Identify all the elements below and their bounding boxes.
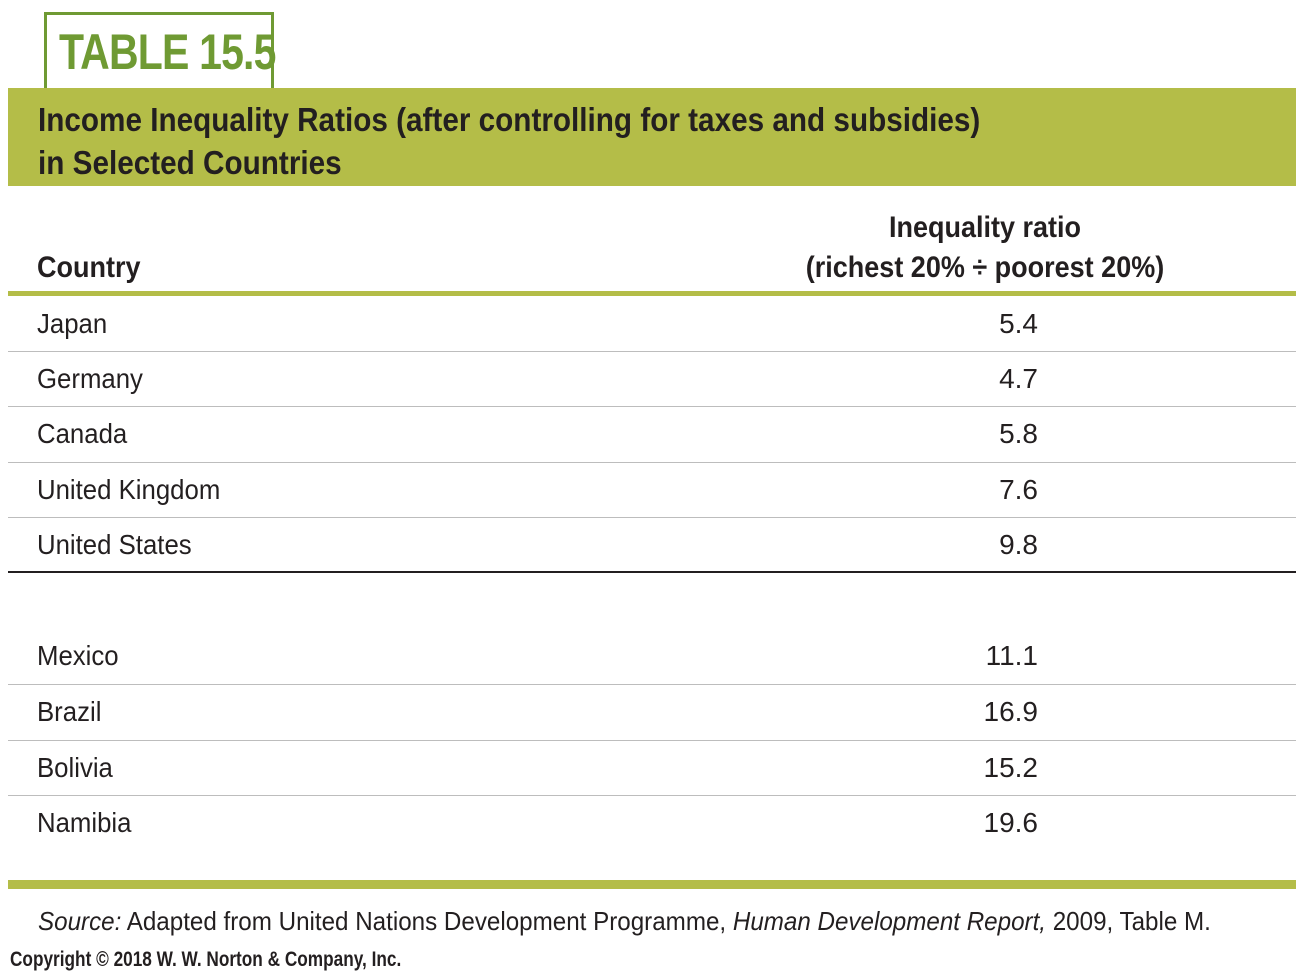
- ratio-value: 19.6: [983, 807, 1039, 838]
- table-row: Bolivia 15.2: [8, 741, 1296, 796]
- table-row: United Kingdom 7.6: [8, 463, 1296, 518]
- country-name: United States: [37, 529, 192, 560]
- ratio-value: 16.9: [983, 696, 1039, 727]
- ratio-value: 5.4: [999, 308, 1038, 339]
- country-name: Mexico: [37, 640, 119, 671]
- row-divider: [8, 462, 1296, 463]
- ratio-value: 15.2: [983, 752, 1039, 783]
- row-divider: [8, 406, 1296, 407]
- country-name: Japan: [37, 308, 108, 339]
- column-header-country: Country: [37, 251, 141, 284]
- ratio-value: 7.6: [999, 474, 1038, 505]
- header-rule: [8, 291, 1296, 296]
- country-name: Canada: [37, 418, 128, 449]
- ratio-value: 5.8: [999, 418, 1038, 449]
- source-note: Source: Adapted from United Nations Deve…: [38, 906, 1211, 936]
- table-row: Brazil 16.9: [8, 685, 1296, 740]
- table-row: Japan 5.4: [8, 297, 1296, 352]
- country-name: United Kingdom: [37, 474, 221, 505]
- copyright-notice: Copyright © 2018 W. W. Norton & Company,…: [10, 948, 402, 971]
- row-divider: [8, 351, 1296, 352]
- row-divider: [8, 684, 1296, 685]
- ratio-value: 4.7: [999, 363, 1038, 394]
- group-separator: [8, 571, 1296, 573]
- row-divider: [8, 517, 1296, 518]
- row-divider: [8, 740, 1296, 741]
- country-name: Bolivia: [37, 752, 113, 783]
- country-name: Germany: [37, 363, 143, 394]
- table-row: Germany 4.7: [8, 352, 1296, 407]
- table-title: Income Inequality Ratios (after controll…: [38, 101, 981, 181]
- table-title-band: Income Inequality Ratios (after controll…: [8, 88, 1296, 186]
- table-number-tab: TABLE 15.5: [44, 12, 276, 88]
- table-row: United States 9.8: [8, 518, 1296, 573]
- footer-rule: [8, 880, 1296, 889]
- row-divider: [8, 795, 1296, 796]
- table-row: Namibia 19.6: [8, 796, 1296, 851]
- table-number: TABLE 15.5: [59, 24, 276, 80]
- table-row: Canada 5.8: [8, 407, 1296, 462]
- country-name: Namibia: [37, 807, 132, 838]
- table-row: Mexico 11.1: [8, 629, 1296, 684]
- ratio-value: 11.1: [985, 640, 1038, 671]
- country-name: Brazil: [37, 696, 102, 727]
- column-header-ratio: Inequality ratio (richest 20% ÷ poorest …: [805, 211, 1165, 284]
- ratio-value: 9.8: [999, 529, 1038, 560]
